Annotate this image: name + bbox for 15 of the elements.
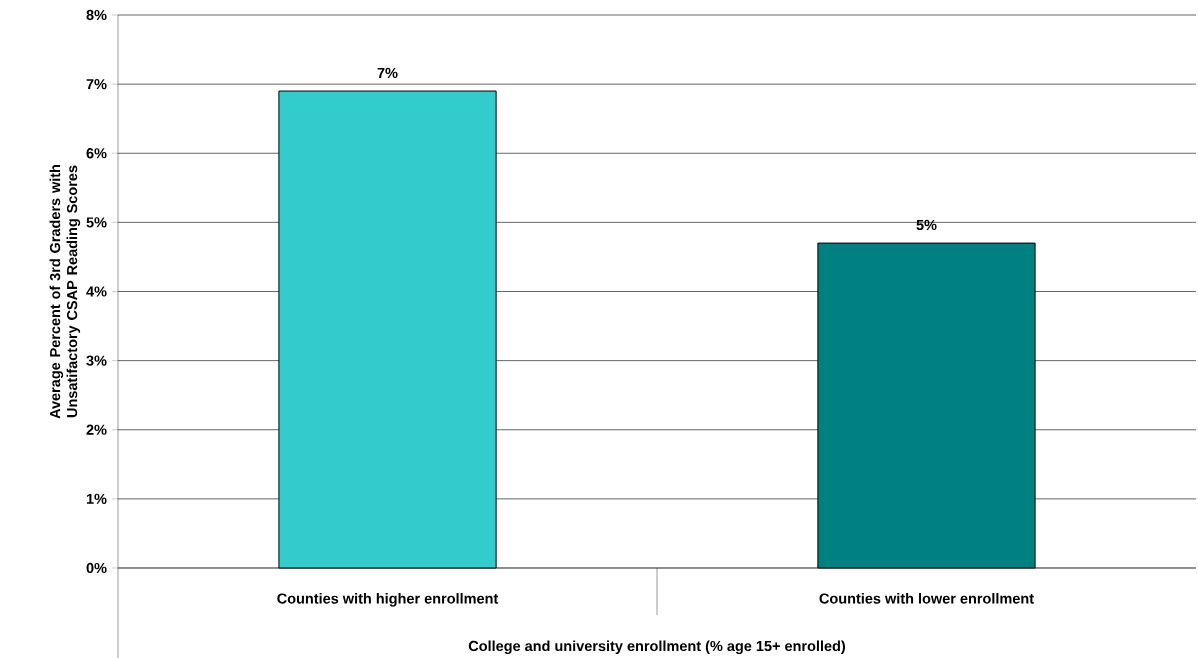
x-axis-title: College and university enrollment (% age 15+ enrolled): [468, 640, 846, 654]
data-label: 7%: [377, 67, 398, 78]
y-tick-label: 2%: [86, 424, 107, 435]
y-axis-title: Average Percent of 3rd Graders with Unsatifactory CSAP Reading Scores: [49, 164, 81, 419]
data-label: 5%: [916, 219, 937, 230]
x-tick-label: Counties with lower enrollment: [819, 592, 1034, 604]
y-tick-label: 6%: [86, 148, 107, 159]
y-tick-label: 0%: [86, 562, 107, 574]
y-tick-label: 3%: [86, 355, 107, 366]
y-tick-label: 1%: [86, 493, 107, 504]
y-tick-label: 4%: [86, 286, 107, 297]
x-tick-label: Counties with higher enrollment: [277, 592, 499, 607]
y-tick-label: 8%: [86, 9, 107, 21]
y-tick-label: 5%: [86, 217, 107, 228]
y-tick-label: 7%: [86, 78, 107, 90]
